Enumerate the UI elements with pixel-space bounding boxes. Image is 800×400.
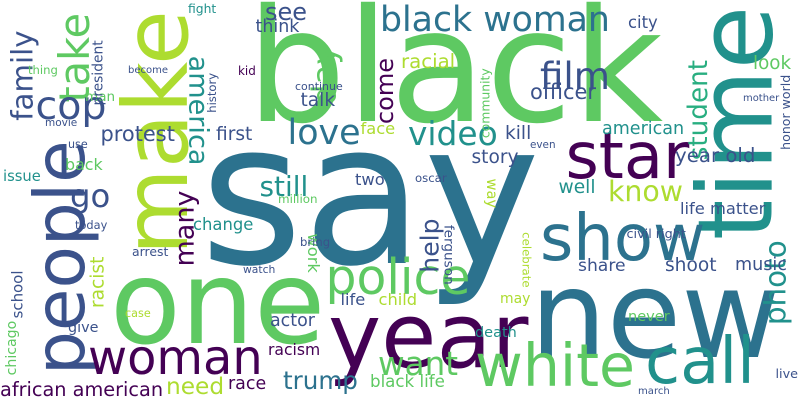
cloud-word: watch [243,263,276,276]
cloud-word: need [166,372,225,400]
cloud-word: change [193,215,254,234]
cloud-word: film [540,53,610,98]
cloud-word: two [355,169,385,189]
cloud-word: video [408,114,498,153]
cloud-word: history [205,72,220,113]
cloud-word: may [500,291,531,307]
cloud-word: school [7,270,26,318]
cloud-word: love [287,112,361,153]
cloud-word: movie [45,117,78,129]
cloud-word: actor [270,310,315,331]
cloud-word: oscar [415,170,447,185]
cloud-word: black [246,0,664,159]
cloud-word: trump [283,365,358,395]
cloud-word: police [325,248,471,306]
cloud-word: today [75,218,108,232]
cloud-word: share [578,255,626,276]
cloud-word: want [378,344,458,383]
cloud-word: story [471,146,519,168]
cloud-word: new [530,244,781,386]
cloud-word: officer [530,79,597,104]
cloud-word: say [200,79,541,310]
cloud-word: well [558,176,596,198]
cloud-word: black woman [380,0,610,40]
cloud-word: president [90,39,107,106]
cloud-word: community [477,68,493,139]
cloud-word: use [68,138,88,151]
cloud-word: racist [86,256,108,309]
cloud-word: woman [88,331,263,386]
cloud-word: year old [675,143,756,167]
cloud-word: cop [35,83,107,129]
cloud-word: honor world [777,74,793,150]
cloud-word: protest [100,121,175,146]
cloud-word: celebrate [519,231,534,288]
cloud-word: case [125,306,151,320]
cloud-word: show [540,202,706,276]
cloud-word: never [628,308,670,325]
cloud-word: call [645,324,755,399]
cloud-word: city [628,13,658,32]
cloud-word: star [565,119,690,194]
cloud-word: american [602,119,685,139]
cloud-word: still [259,170,309,203]
cloud-word: civil right [626,227,686,242]
cloud-word: bring [300,234,331,249]
cloud-word: help [415,217,445,273]
cloud-word: think [255,17,300,37]
cloud-word: million [278,191,318,206]
cloud-word: live [775,367,799,382]
cloud-word: see [265,0,307,26]
cloud-word: child [378,290,418,309]
cloud-word: racism [268,341,321,359]
cloud-word: become [128,64,169,76]
cloud-word: one [110,237,326,371]
cloud-word: life matter [680,198,766,218]
cloud-word: talk [300,89,336,111]
cloud-word: continue [295,79,343,93]
cloud-word: kid [238,64,256,78]
cloud-word: photo [758,240,793,326]
cloud-word: fight [188,1,217,16]
cloud-word: shoot [665,254,717,276]
cloud-word: way [482,178,500,208]
cloud-word: mother [743,93,780,104]
cloud-word: back [65,155,103,174]
cloud-word: kill [505,122,532,144]
cloud-word: death [475,325,517,341]
cloud-word: music [735,255,787,275]
cloud-word: look [753,52,792,74]
cloud-word: life [340,290,366,309]
cloud-word: black life [370,372,445,391]
cloud-word: african american [0,378,164,400]
cloud-word: race [228,374,267,394]
cloud-word: man [85,89,116,105]
cloud-word: come [371,57,400,125]
cloud-word: give [68,320,99,336]
cloud-word: white [475,331,636,400]
cloud-word: chicago [4,320,21,375]
cloud-word: racial [401,49,456,73]
cloud-word: go [70,177,111,215]
cloud-word: know [608,175,683,208]
cloud-word: face [360,119,396,138]
cloud-word: ferguson [440,224,457,285]
cloud-word: even [530,139,556,151]
cloud-word: arrest [132,243,169,259]
cloud-word: march [638,386,670,397]
cloud-word: first [216,123,253,145]
cloud-word: thing [28,62,58,77]
cloud-word: issue [3,168,41,185]
cloud-word: year [328,284,529,389]
